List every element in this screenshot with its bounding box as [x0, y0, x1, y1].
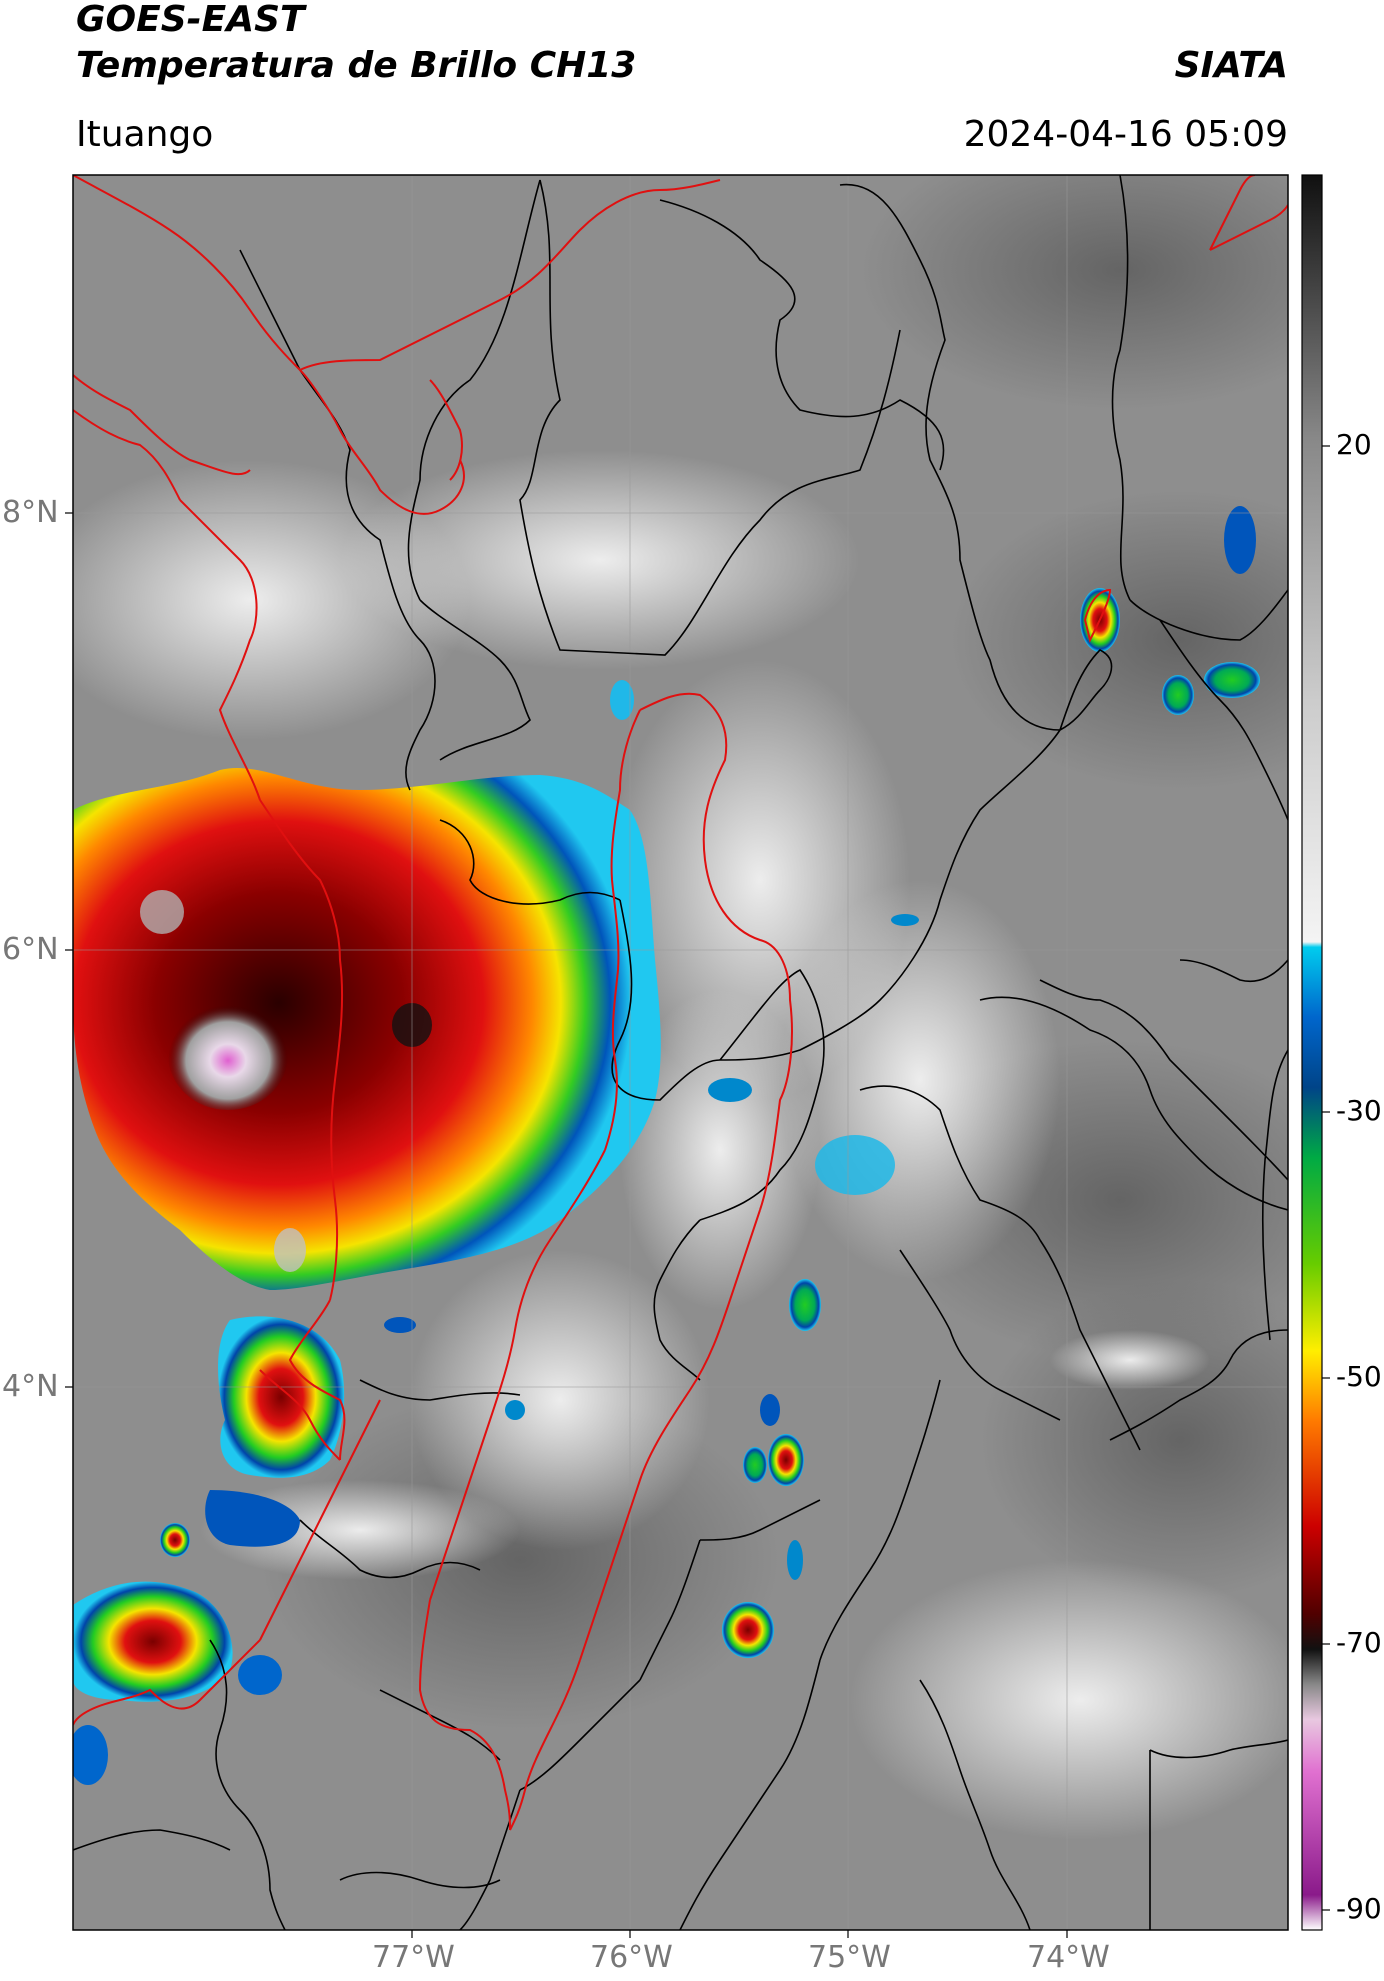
- colorbar-label-minus70: -70: [1336, 1626, 1382, 1659]
- colorbar-label-minus90: -90: [1336, 1892, 1382, 1925]
- department-borders: [73, 175, 1288, 1831]
- colorbar: [1301, 174, 1323, 1931]
- map-axis-ticks: [65, 512, 1068, 1938]
- colorbar-label-minus50: -50: [1336, 1360, 1382, 1393]
- colorbar-label-minus30: -30: [1336, 1094, 1382, 1127]
- colorbar-label-20: 20: [1336, 428, 1372, 461]
- lon-label-75w: 75°W: [808, 1940, 891, 1975]
- lat-label-8n: 8°N: [2, 495, 59, 530]
- map-frame: [72, 174, 1289, 1931]
- satellite-imagery: [73, 175, 1288, 1930]
- satellite-title: GOES-EAST: [76, 0, 305, 40]
- region-label: Ituango: [76, 114, 214, 155]
- municipal-borders: [73, 175, 1288, 1930]
- graticule: [73, 175, 1288, 1930]
- product-title: Temperatura de Brillo CH13: [76, 45, 637, 86]
- lon-label-76w: 76°W: [590, 1940, 673, 1975]
- timestamp-label: 2024-04-16 05:09: [963, 114, 1288, 155]
- colorbar-ticks: [1322, 445, 1330, 1911]
- brand-label: SIATA: [1174, 45, 1288, 86]
- lat-label-4n: 4°N: [2, 1369, 59, 1404]
- lat-label-6n: 6°N: [2, 932, 59, 967]
- lon-label-77w: 77°W: [372, 1940, 455, 1975]
- lon-label-74w: 74°W: [1027, 1940, 1110, 1975]
